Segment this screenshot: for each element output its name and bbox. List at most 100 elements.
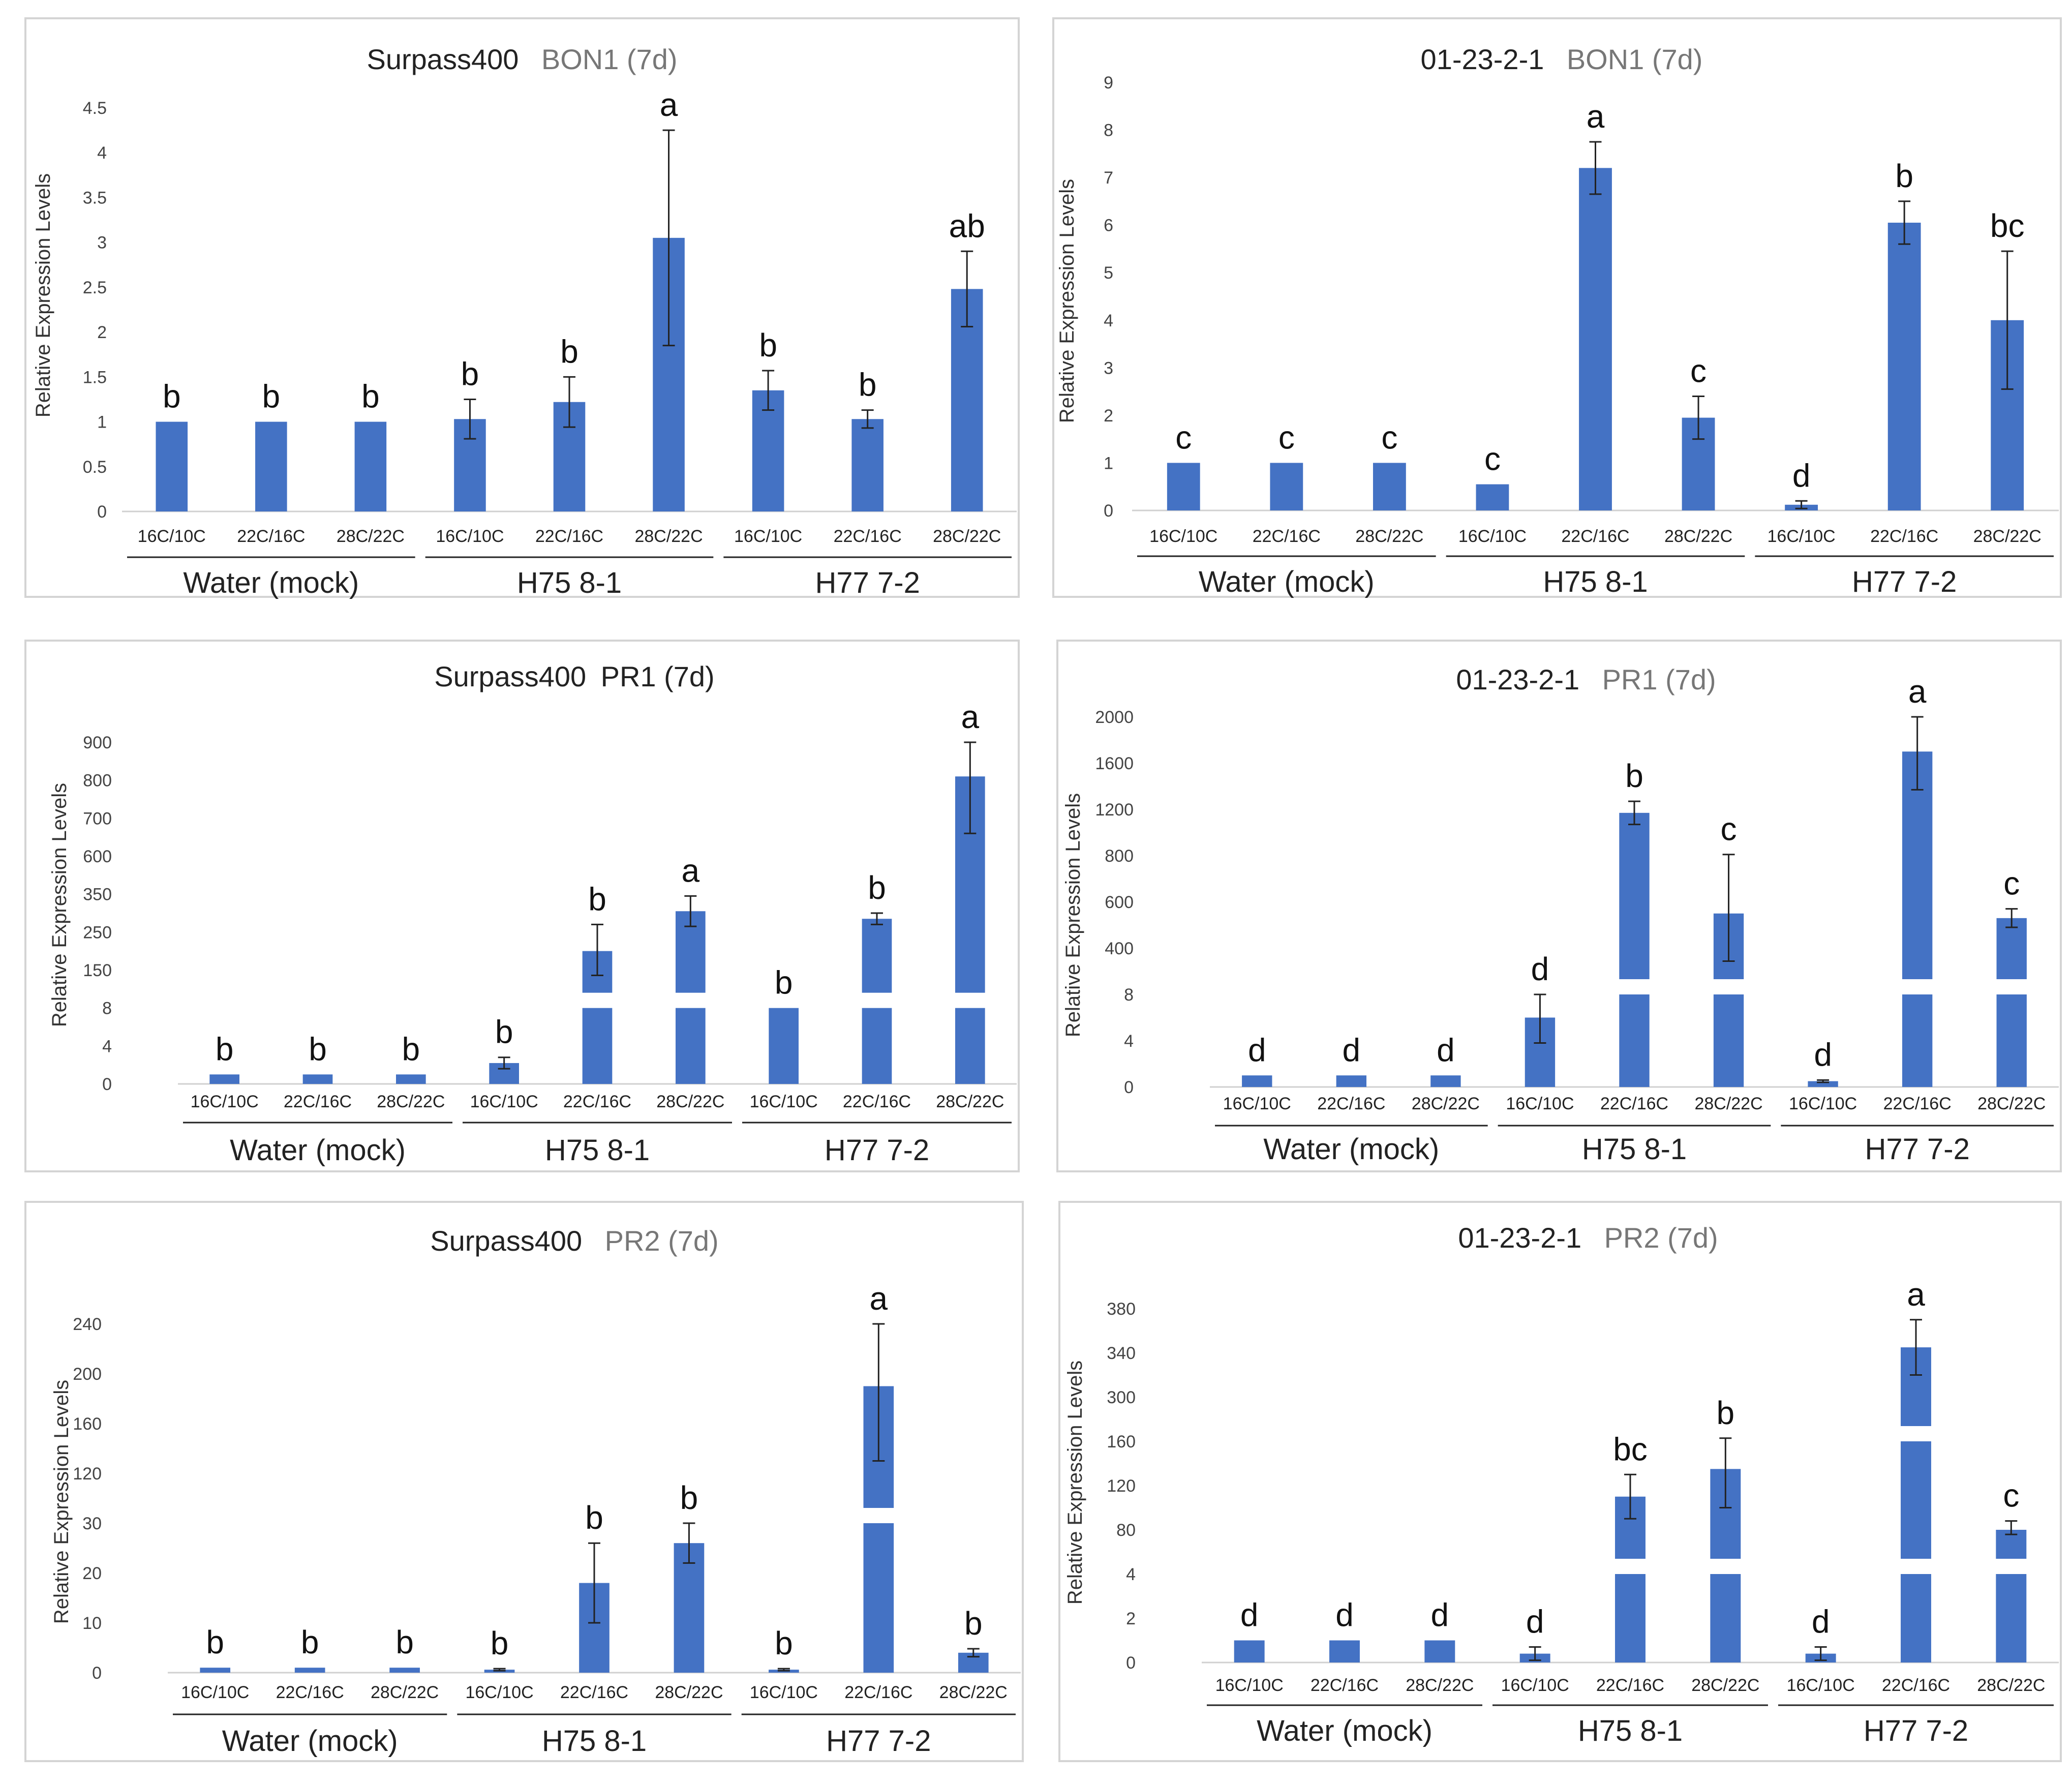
significance-letter: bc (1613, 1431, 1648, 1467)
category-label: 22C/16C (834, 527, 902, 546)
y-tick-label: 3 (1104, 358, 1113, 378)
category-label: 16C/10C (181, 1683, 249, 1702)
significance-letter: b (1717, 1395, 1735, 1431)
y-tick-label: 8 (1104, 121, 1113, 140)
plot-area: 0 4 8 150 250 350 600 700 800 900 b 16C/10C b 22C/16C… (83, 699, 1017, 1167)
significance-letter: a (1907, 1276, 1925, 1313)
group-label: H77 7-2 (825, 1134, 929, 1167)
category-label: 16C/10C (750, 1092, 818, 1111)
category-label: 22C/16C (1870, 527, 1938, 546)
significance-letter: a (870, 1280, 888, 1317)
group-label: H75 8-1 (1543, 565, 1648, 598)
category-label: 16C/10C (1149, 527, 1217, 546)
significance-letter: b (301, 1624, 319, 1660)
category-label: 22C/16C (1882, 1676, 1950, 1695)
bar (1234, 1640, 1265, 1662)
y-tick-label: 2 (97, 323, 107, 342)
y-tick-label: 4 (1104, 311, 1113, 330)
category-label: 16C/10C (750, 1683, 818, 1702)
category-label: 28C/22C (936, 1092, 1004, 1111)
category-label: 28C/22C (1664, 527, 1732, 546)
chart-panel-3: Surpass400 PR1 (7d) Relative Expression … (24, 640, 1020, 1172)
y-tick-label: 0 (1126, 1653, 1136, 1673)
significance-letter: bc (1990, 207, 2025, 244)
group-label: H75 8-1 (542, 1725, 647, 1758)
bar (769, 1008, 799, 1084)
group-label: H77 7-2 (815, 566, 920, 599)
chart-title: 01-23-2-1 BON1 (7d) (1421, 43, 1703, 75)
category-label: 22C/16C (535, 527, 603, 546)
bar (1887, 222, 1921, 510)
axis-break-gap (1712, 979, 1745, 994)
bar (1476, 484, 1509, 510)
category-label: 16C/10C (1215, 1676, 1284, 1695)
significance-letter: b (309, 1031, 327, 1067)
category-label: 16C/10C (138, 527, 206, 546)
y-tick-label: 0 (92, 1664, 102, 1683)
significance-letter: b (964, 1605, 983, 1642)
group-label: H75 8-1 (1582, 1133, 1687, 1166)
y-tick-label: 900 (83, 733, 112, 752)
category-label: 16C/10C (436, 527, 504, 546)
plot-area: 0 4 8 400 600 800 1200 1600 2000 d 16C/10C d 22C/16C… (1095, 673, 2059, 1166)
bar (354, 421, 387, 511)
y-tick-label: 1600 (1095, 754, 1134, 773)
chart-panel-5: Surpass400 PR2 (7d) Relative Expression … (24, 1201, 1024, 1762)
chart-title: Surpass400 PR2 (7d) (430, 1225, 718, 1257)
bar (294, 1668, 325, 1673)
y-tick-label: 250 (83, 923, 112, 942)
y-tick-label: 160 (1107, 1432, 1136, 1452)
y-tick-label: 0 (97, 502, 107, 522)
category-label: 28C/22C (1973, 527, 2041, 546)
group-label: H77 7-2 (1865, 1133, 1969, 1166)
category-label: 28C/22C (634, 527, 703, 546)
significance-letter: b (206, 1624, 224, 1660)
y-tick-label: 9 (1104, 73, 1113, 93)
axis-break-gap (675, 992, 707, 1008)
significance-letter: d (1531, 951, 1549, 987)
significance-letter: b (361, 378, 380, 415)
category-label: 22C/16C (843, 1092, 911, 1111)
group-label: H75 8-1 (1578, 1714, 1683, 1747)
bar (389, 1668, 420, 1673)
significance-letter: d (1248, 1032, 1266, 1068)
y-tick-label: 1 (1104, 453, 1113, 473)
significance-letter: a (660, 86, 678, 123)
significance-letter: d (1240, 1597, 1259, 1634)
significance-letter: b (859, 367, 877, 403)
category-label: 22C/16C (1311, 1676, 1379, 1695)
significance-letter: d (1343, 1032, 1361, 1068)
y-tick-label: 80 (1116, 1521, 1136, 1540)
chart-title: Surpass400 BON1 (7d) (367, 43, 678, 75)
category-label: 28C/22C (377, 1092, 445, 1111)
y-tick-label: 0 (1124, 1078, 1134, 1097)
category-label: 22C/16C (844, 1683, 912, 1702)
bar (674, 1543, 705, 1673)
significance-letter: a (961, 699, 980, 735)
axis-break-gap (1900, 1559, 1932, 1574)
group-label: Water (mock) (1263, 1133, 1439, 1166)
y-tick-label: 4 (1124, 1032, 1134, 1051)
bar (1579, 168, 1612, 510)
significance-letter: a (682, 852, 700, 889)
category-label: 16C/10C (1223, 1094, 1291, 1113)
category-label: 22C/16C (1317, 1094, 1385, 1113)
significance-letter: b (680, 1479, 698, 1516)
bar (200, 1668, 231, 1673)
group-label: Water (mock) (183, 566, 359, 599)
y-tick-label: 1200 (1095, 800, 1134, 820)
y-axis-label: Relative Expression Levels (1062, 793, 1084, 1037)
y-tick-label: 800 (83, 771, 112, 791)
category-label: 16C/10C (191, 1092, 259, 1111)
significance-letter: b (402, 1031, 420, 1067)
plot-area: 0 1 2 3 4 5 6 7 8 9 c 16C/10C c 22C/16C c 28C/22C c 16C/1… (1104, 73, 2059, 598)
significance-letter: d (1431, 1597, 1449, 1634)
bar (1270, 463, 1303, 510)
significance-letter: b (495, 1014, 513, 1050)
category-label: 22C/16C (237, 527, 305, 546)
category-label: 28C/22C (656, 1092, 724, 1111)
significance-letter: b (1625, 758, 1643, 794)
y-tick-label: 6 (1104, 216, 1113, 235)
y-tick-label: 3 (97, 233, 107, 253)
bar (1336, 1075, 1367, 1087)
